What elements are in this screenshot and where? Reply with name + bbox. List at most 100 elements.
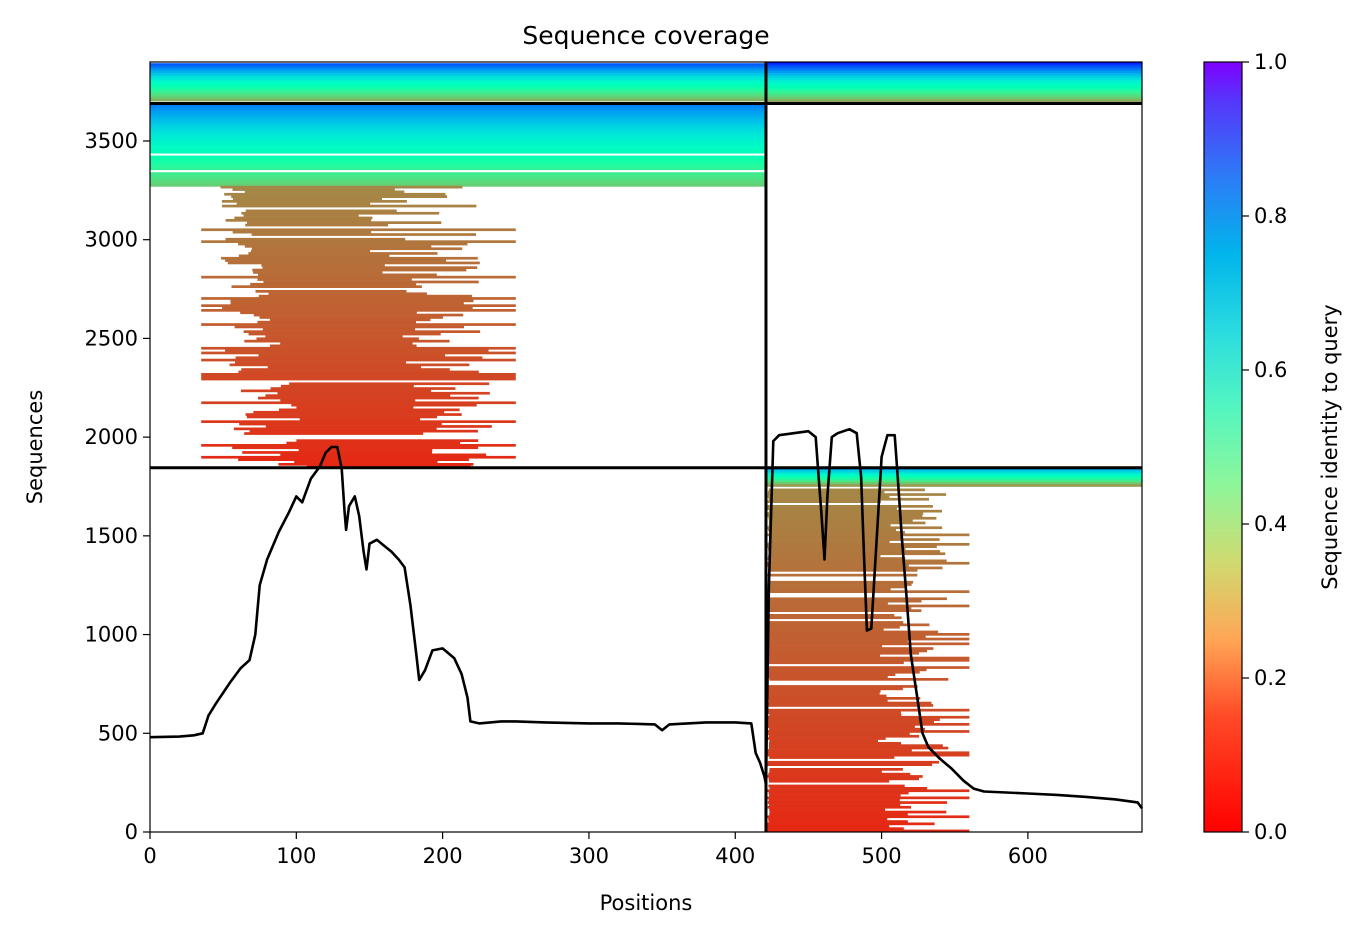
coverage-row [766,715,970,719]
coverage-row [222,306,473,310]
coverage-row [150,112,766,116]
coverage-row [150,96,766,100]
coverage-row [768,798,900,802]
coverage-row [767,775,923,778]
coverage-row [201,375,516,378]
coverage-row [768,791,909,795]
coverage-row [766,79,1142,83]
coverage-row [267,365,421,369]
coverage-row [767,711,901,714]
coverage-row [238,458,469,461]
coverage-row [225,237,406,241]
coverage-row [230,301,464,305]
coverage-row [150,124,766,128]
coverage-row [150,162,766,166]
coverage-row [767,824,890,828]
coverage-row [269,318,431,322]
coverage-row [767,644,883,648]
coverage-row [150,122,766,126]
coverage-row [150,136,766,140]
coverage-row [150,72,766,76]
coverage-row [767,545,937,548]
colorbar-tick-label: 0.6 [1254,358,1287,382]
coverage-row [250,282,417,286]
coverage-row [766,723,970,726]
coverage-row [201,346,516,350]
coverage-row [768,521,926,525]
coverage-row [252,268,467,272]
coverage-row [766,479,1142,483]
coverage-row [150,150,766,154]
coverage-row [766,829,970,832]
coverage-row [766,484,1142,487]
coverage-row [150,110,766,114]
coverage-row [150,82,766,85]
coverage-row [235,361,407,364]
coverage-row [201,275,516,279]
coverage-row [253,271,383,274]
coverage-row [767,749,912,752]
coverage-row [289,382,490,386]
coverage-row [768,516,937,520]
coverage-row [232,230,372,234]
coverage-row [766,96,1142,100]
coverage-row [298,448,433,452]
coverage-row [150,65,766,69]
coverage-row [768,585,905,589]
coverage-row [768,550,941,553]
coverage-row [769,630,939,634]
coverage-row [229,363,470,367]
coverage-row [767,512,924,515]
coverage-row [150,117,766,121]
coverage-row [150,148,766,152]
coverage-row [251,247,463,251]
coverage-row [767,647,934,650]
coverage-row [769,770,882,774]
coverage-row [150,179,766,182]
coverage-row [150,174,766,178]
coverage-row [766,659,970,662]
coverage-row [150,160,766,163]
coverage-row [150,79,766,83]
coverage-row [767,801,947,804]
coverage-row [248,332,441,336]
coverage-row [767,500,881,503]
coverage-row [766,730,970,733]
coverage-row [201,297,516,300]
coverage-row [769,531,905,534]
coverage-row [767,564,909,567]
coverage-row [150,141,766,145]
coverage-row [245,223,389,227]
coverage-row [239,422,442,426]
coverage-row [768,777,919,781]
coverage-row [768,524,891,527]
coverage-row [150,86,766,90]
coverage-row [243,214,359,217]
coverage-row [150,75,766,78]
coverage-row [767,597,947,601]
coverage-row [769,678,949,681]
coverage-row [768,528,896,532]
coverage-row [769,739,878,743]
coverage-row [766,533,970,537]
coverage-row [767,493,947,496]
coverage-row [286,441,461,445]
coverage-row [768,614,895,617]
coverage-row [244,432,424,435]
coverage-row [249,429,478,433]
plot-frame [149,61,1143,833]
coverage-row [241,368,450,371]
coverage-row [150,94,766,97]
coverage-row [767,573,918,577]
coverage-row [766,481,1142,485]
coverage-row [768,675,888,679]
coverage-row [766,751,970,755]
coverage-row [768,488,925,492]
coverage-row [201,323,516,326]
coverage-row [150,105,766,109]
coverage-row [150,181,766,185]
coverage-row [262,327,416,331]
coverage-row [767,673,896,676]
x-tick-label: 300 [569,844,609,868]
coverage-row [257,278,412,281]
